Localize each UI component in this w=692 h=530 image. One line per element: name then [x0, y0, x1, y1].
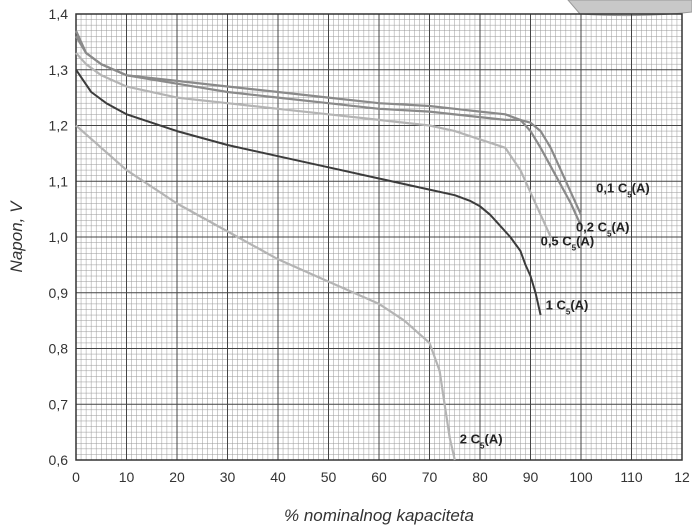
series-line-2: [75, 52, 552, 238]
x-tick-label: 110: [620, 469, 643, 485]
x-tick-label: 20: [169, 469, 185, 485]
y-tick-label: 1,4: [49, 6, 69, 22]
y-tick-labels: 0,6 0,7 0,8 0,9 1,0 1,1 1,2 1,3 1,4: [49, 6, 69, 468]
y-tick-label: 1,1: [49, 173, 69, 189]
x-tick-label: 12: [674, 469, 690, 485]
x-tick-label: 90: [523, 469, 539, 485]
x-tick-label: 0: [72, 469, 80, 485]
x-tick-label: 70: [422, 469, 438, 485]
curve-label-1: 0,2 C5(A): [576, 219, 630, 238]
curve-label-3: 1 C5(A): [546, 297, 589, 316]
curve-label-4: 2 C5(A): [460, 431, 503, 450]
series-layer: [74, 30, 583, 461]
y-tick-label: 0,7: [49, 396, 69, 412]
series-line-1: [75, 35, 583, 227]
x-tick-label: 50: [321, 469, 337, 485]
y-tick-label: 0,9: [49, 285, 69, 301]
x-tick-label: 100: [569, 469, 593, 485]
x-tick-label: 80: [472, 469, 488, 485]
y-tick-label: 1,3: [49, 62, 69, 78]
y-axis-label: Napon, V: [7, 200, 26, 273]
x-tick-label: 10: [119, 469, 135, 485]
x-tick-labels: 0 10 20 30 40 50 60 70 80 90 100 110 12: [72, 469, 690, 485]
plot-frame: [75, 13, 683, 461]
curve-label-0: 0,1 C5(A): [596, 180, 650, 199]
y-tick-label: 0,6: [49, 452, 69, 468]
curve-labels: 0,1 C5(A) 0,2 C5(A)0,5 C5(A) 1 C5(A) 2 C5(A…: [460, 180, 650, 450]
series-line-4: [75, 124, 456, 461]
x-tick-label: 30: [220, 469, 236, 485]
y-tick-label: 0,8: [49, 341, 69, 357]
curve-label-2: 0,5 C5(A): [541, 233, 595, 252]
x-tick-label: 60: [371, 469, 387, 485]
x-tick-label: 40: [270, 469, 286, 485]
y-tick-label: 1,2: [49, 118, 69, 134]
grid-major: [76, 14, 682, 460]
series-line-3: [75, 69, 542, 316]
y-tick-label: 1,0: [49, 229, 69, 245]
x-axis-label: % nominalnog kapaciteta: [284, 506, 474, 525]
